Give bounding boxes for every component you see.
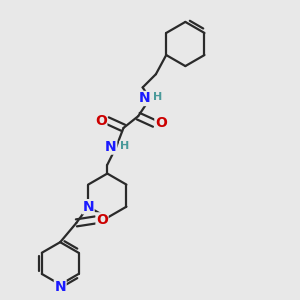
Text: O: O: [96, 213, 108, 227]
Text: O: O: [155, 116, 167, 130]
Text: H: H: [120, 141, 129, 151]
Text: N: N: [139, 92, 151, 106]
Text: N: N: [82, 200, 94, 214]
Text: O: O: [95, 114, 107, 128]
Text: N: N: [105, 140, 117, 154]
Text: N: N: [54, 280, 66, 294]
Text: H: H: [153, 92, 162, 102]
